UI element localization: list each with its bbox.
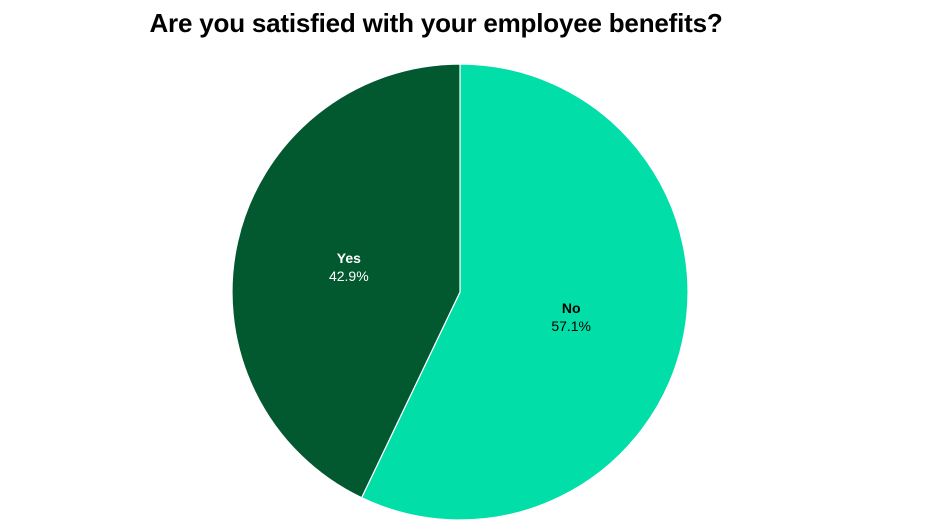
- pie-slice-no: [360, 63, 689, 521]
- slice-label-no: No: [562, 300, 581, 316]
- chart-title: Are you satisfied with your employee ben…: [149, 8, 723, 38]
- pie-slice-yes: [231, 63, 461, 499]
- pie-labels: No 57.1% Yes 42.9%: [329, 250, 591, 334]
- slice-label-yes: Yes: [337, 250, 361, 266]
- slice-value-no: 57.1%: [551, 318, 591, 334]
- pie-slices: [231, 63, 689, 521]
- slice-value-yes: 42.9%: [329, 268, 369, 284]
